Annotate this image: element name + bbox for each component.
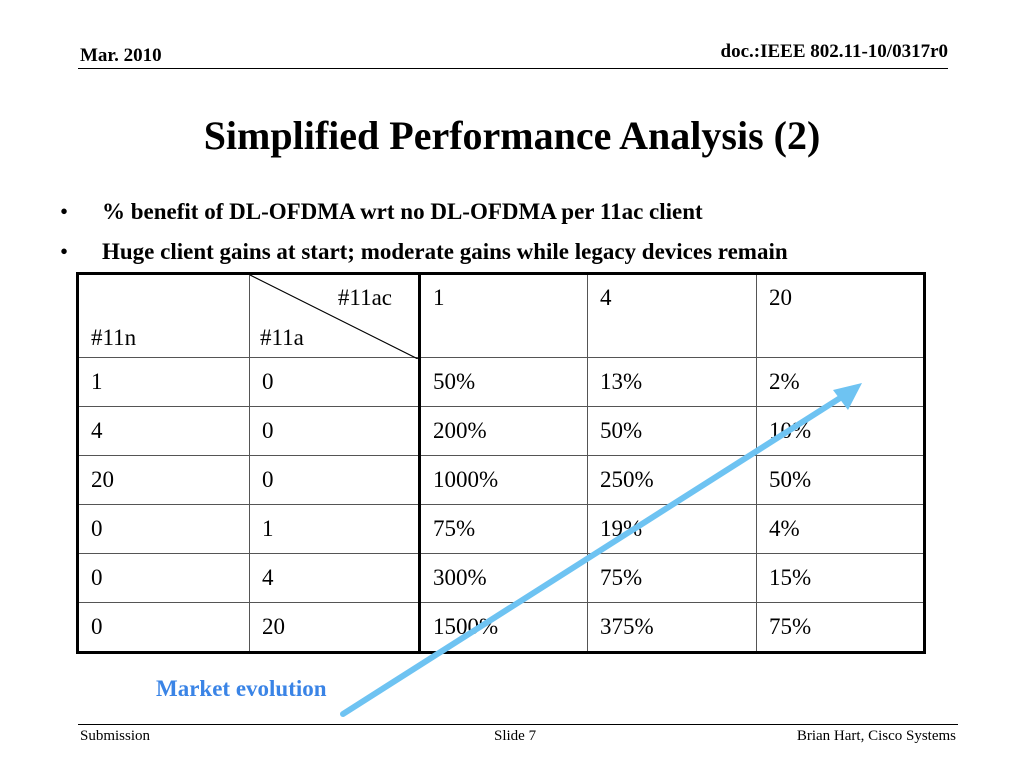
table-cell: 75% [756, 602, 925, 653]
header-cell-11n: #11n [77, 273, 250, 358]
footer-divider [78, 724, 958, 725]
table-cell: 375% [587, 602, 757, 653]
col-header-label: 20 [769, 285, 792, 310]
bullet-item: • % benefit of DL-OFDMA wrt no DL-OFDMA p… [58, 196, 788, 236]
bullet-dot-icon: • [60, 239, 69, 264]
table-cell: 250% [587, 455, 757, 505]
header-11a-label: #11a [260, 325, 304, 350]
footer-submission: Submission [80, 728, 151, 744]
table-cell: 1500% [418, 602, 588, 653]
table-cell: 50% [756, 455, 925, 505]
table-row: 4 0 200% 50% 10% [77, 406, 925, 456]
bullet-list: • % benefit of DL-OFDMA wrt no DL-OFDMA p… [58, 196, 788, 276]
header-doc-id: doc.:IEEE 802.11-10/0317r0 [720, 41, 948, 62]
table-cell: 0 [249, 455, 420, 505]
table-header-row: #11n #11ac #11a 1 4 20 [77, 273, 925, 359]
slide-title: Simplified Performance Analysis (2) [203, 113, 821, 158]
col-header-cell: 4 [587, 273, 757, 358]
table-cell: 4% [756, 504, 925, 554]
table-cell: 0 [77, 504, 250, 554]
table-cell: 0 [77, 602, 250, 653]
table-cell: 4 [249, 553, 420, 603]
table-cell: 0 [77, 553, 250, 603]
table-cell: 75% [418, 504, 588, 554]
footer-author: Brian Hart, Cisco Systems [796, 728, 956, 744]
header-divider [78, 68, 948, 69]
table-cell: 50% [418, 357, 588, 407]
table-cell: 300% [418, 553, 588, 603]
table-row: 0 4 300% 75% 15% [77, 553, 925, 603]
footer-slide-number: Slide 7 [494, 728, 537, 744]
table-row: 1 0 50% 13% 2% [77, 357, 925, 407]
header-11n-label: #11n [91, 325, 137, 350]
bullet-item: • Huge client gains at start; moderate ga… [58, 236, 788, 276]
table-cell: 10% [756, 406, 925, 456]
table-cell: 75% [587, 553, 757, 603]
table-cell: 2% [756, 357, 925, 407]
table-cell: 15% [756, 553, 925, 603]
table-cell: 200% [418, 406, 588, 456]
table-row: 20 0 1000% 250% 50% [77, 455, 925, 505]
table-cell: 20 [77, 455, 250, 505]
table-cell: 0 [249, 357, 420, 407]
col-header-cell: 1 [418, 273, 588, 358]
diagonal-divider [250, 275, 419, 359]
col-header-label: 1 [433, 285, 445, 310]
bullet-text: % benefit of DL-OFDMA wrt no DL-OFDMA pe… [102, 199, 703, 224]
table-cell: 20 [249, 602, 420, 653]
table-cell: 0 [249, 406, 420, 456]
table-cell: 13% [587, 357, 757, 407]
table-cell: 1 [249, 504, 420, 554]
table-cell: 4 [77, 406, 250, 456]
bullet-text: Huge client gains at start; moderate gai… [102, 239, 788, 264]
table-cell: 19% [587, 504, 757, 554]
col-header-label: 4 [600, 285, 612, 310]
header-date: Mar. 2010 [80, 45, 162, 66]
bullet-dot-icon: • [60, 199, 69, 224]
performance-table: #11n #11ac #11a 1 4 20 1 0 50% 13% 2% 4 … [76, 272, 926, 654]
table-row: 0 1 75% 19% 4% [77, 504, 925, 554]
table-cell: 1 [77, 357, 250, 407]
table-cell: 1000% [418, 455, 588, 505]
col-header-cell: 20 [756, 273, 925, 358]
table-cell: 50% [587, 406, 757, 456]
header-11ac-label: #11ac [337, 285, 392, 310]
market-evolution-label: Market evolution [156, 676, 327, 701]
table-row: 0 20 1500% 375% 75% [77, 602, 925, 653]
header-cell-diagonal: #11ac #11a [249, 273, 420, 359]
